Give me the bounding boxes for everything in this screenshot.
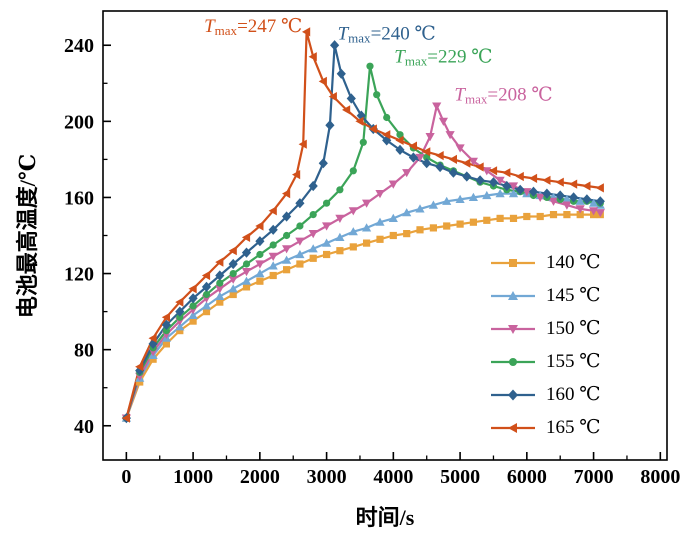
- svg-text:80: 80: [74, 340, 94, 362]
- legend-label: 155 ℃: [546, 351, 601, 372]
- legend-item: 140 ℃: [489, 252, 601, 273]
- legend-swatch-square-icon: [491, 258, 535, 267]
- svg-text:5000: 5000: [440, 466, 480, 488]
- svg-text:2000: 2000: [240, 466, 280, 488]
- legend-swatch-circle-icon: [491, 357, 535, 366]
- svg-text:40: 40: [74, 416, 94, 438]
- legend-swatch-triangle-down-icon: [491, 324, 535, 334]
- legend-label: 160 ℃: [546, 384, 601, 405]
- svg-text:0: 0: [121, 466, 131, 488]
- svg-text:160: 160: [64, 187, 94, 209]
- svg-text:7000: 7000: [574, 466, 614, 488]
- legend-label: 165 ℃: [546, 417, 601, 438]
- legend-label: 140 ℃: [546, 252, 601, 273]
- tmax-annotation: Tmax=240 ℃: [338, 24, 436, 46]
- svg-text:200: 200: [64, 111, 94, 133]
- tmax-annotation: Tmax=208 ℃: [454, 84, 552, 106]
- svg-text:6000: 6000: [507, 466, 547, 488]
- y-axis-label: 电池最高温度/℃: [15, 153, 40, 319]
- svg-text:8000: 8000: [640, 466, 680, 488]
- legend-label: 145 ℃: [546, 285, 601, 306]
- tmax-annotation: Tmax=229 ℃: [394, 46, 492, 68]
- legend-item: 165 ℃: [489, 417, 601, 438]
- legend: 140 ℃ 145 ℃ 150 ℃ 155 ℃ 160 ℃ 165 ℃: [489, 252, 601, 438]
- svg-text:120: 120: [64, 264, 94, 286]
- tmax-annotation: Tmax=247 ℃: [204, 16, 302, 38]
- svg-text:240: 240: [64, 35, 94, 57]
- legend-swatch-triangle-left-icon: [491, 422, 535, 433]
- legend-label: 150 ℃: [546, 318, 601, 339]
- legend-swatch-triangle-up-icon: [491, 290, 535, 300]
- svg-text:3000: 3000: [307, 466, 347, 488]
- legend-item: 160 ℃: [489, 384, 601, 405]
- legend-swatch-diamond-icon: [491, 389, 535, 400]
- legend-item: 150 ℃: [489, 318, 601, 339]
- legend-item: 145 ℃: [489, 285, 601, 306]
- svg-text:4000: 4000: [373, 466, 413, 488]
- svg-text:1000: 1000: [173, 466, 213, 488]
- legend-item: 155 ℃: [489, 351, 601, 372]
- x-axis-label: 时间/s: [355, 505, 415, 530]
